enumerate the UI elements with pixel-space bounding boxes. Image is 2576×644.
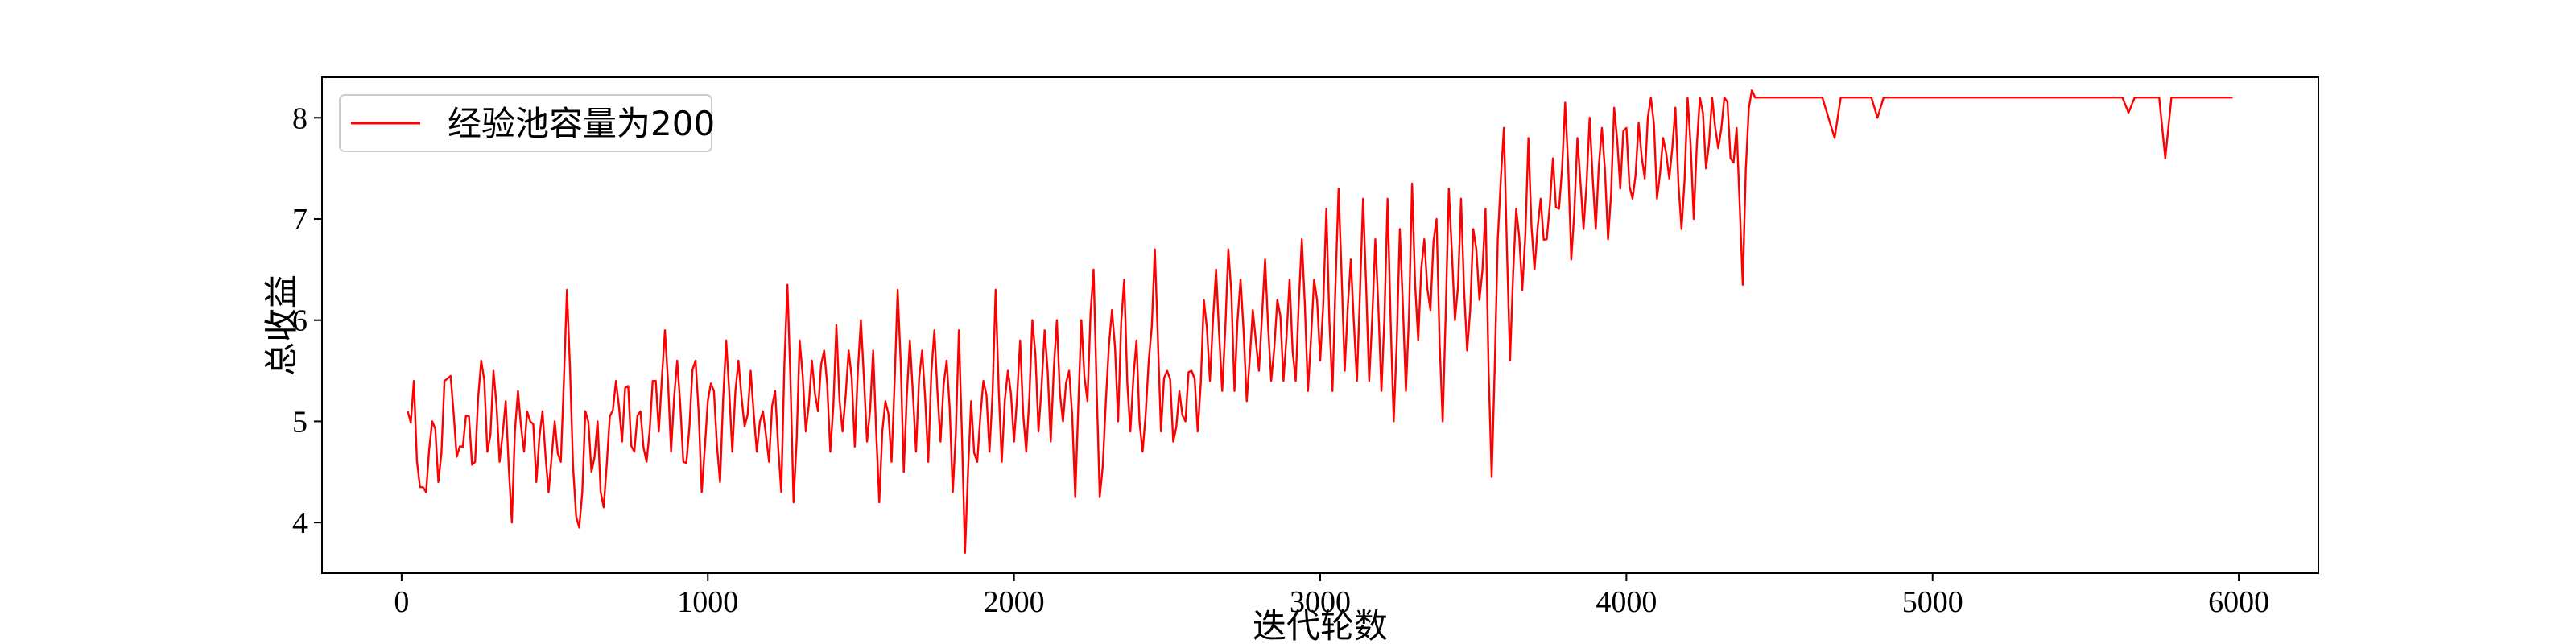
series-line bbox=[407, 89, 2233, 555]
x-tick-label: 5000 bbox=[1902, 585, 1963, 619]
x-tick-label: 2000 bbox=[984, 585, 1045, 619]
y-tick-label: 7 bbox=[292, 203, 308, 237]
x-tick-label: 0 bbox=[394, 585, 409, 619]
legend-box bbox=[339, 94, 712, 152]
x-tick-label: 1000 bbox=[677, 585, 738, 619]
x-tick-label: 4000 bbox=[1596, 585, 1657, 619]
x-axis: 0 1000 2000 3000 4000 5000 6000 bbox=[394, 573, 2269, 619]
y-tick-label: 8 bbox=[292, 101, 308, 135]
y-axis-label: 总收益 bbox=[262, 275, 301, 376]
legend: 经验池容量为200 bbox=[339, 94, 715, 152]
x-tick-label: 6000 bbox=[2208, 585, 2269, 619]
series-layer bbox=[407, 89, 2233, 555]
plot-background bbox=[322, 77, 2318, 573]
y-tick-label: 6 bbox=[292, 304, 308, 338]
y-tick-label: 5 bbox=[292, 405, 308, 439]
y-tick-label: 4 bbox=[292, 506, 308, 540]
legend-label: 经验池容量为200 bbox=[448, 104, 715, 143]
x-axis-label: 迭代轮数 bbox=[1253, 606, 1388, 644]
y-axis: 4 5 6 7 8 bbox=[292, 101, 322, 540]
x-tick-label: 3000 bbox=[1290, 585, 1351, 619]
